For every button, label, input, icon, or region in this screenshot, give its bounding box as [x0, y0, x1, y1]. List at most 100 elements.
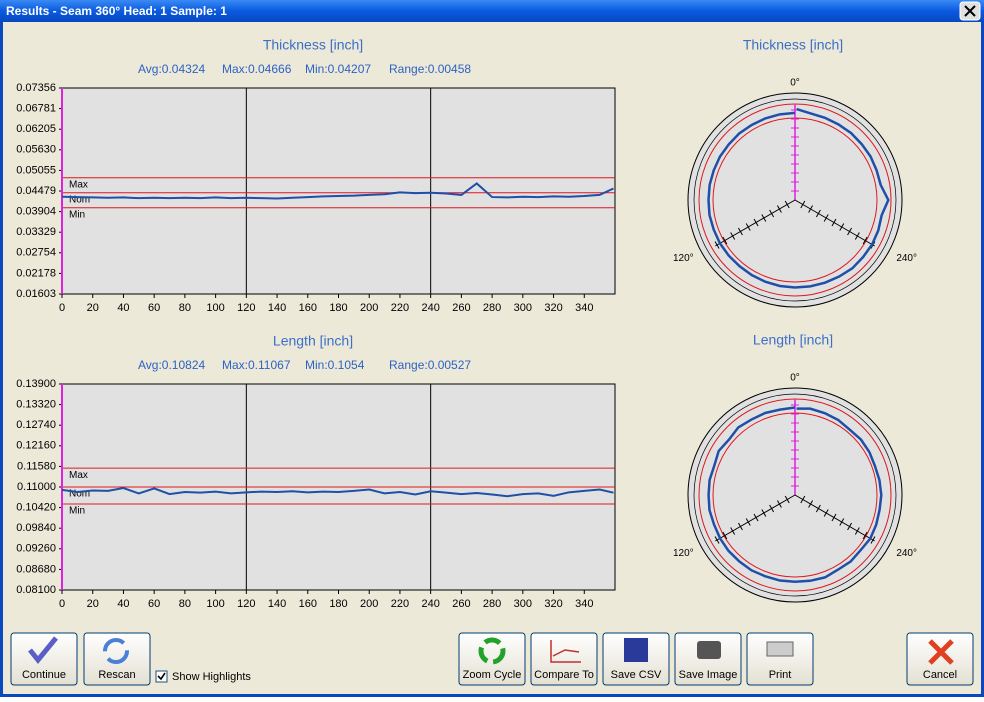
x-tick-label: 220 [391, 598, 409, 610]
y-tick-label: 0.07356 [16, 82, 56, 94]
limit-label: Min [69, 209, 85, 220]
title-bar [0, 0, 984, 22]
x-tick-label: 320 [544, 302, 562, 314]
x-tick-label: 140 [268, 598, 286, 610]
limit-label: Max [69, 179, 88, 190]
polar-spoke [715, 494, 796, 542]
button-face [83, 632, 151, 686]
spoke-tick [800, 495, 806, 504]
icon [624, 638, 648, 662]
data-line [61, 182, 614, 200]
icon [697, 641, 721, 659]
stat-label: Max:0.04666 [222, 62, 292, 76]
angle-label: 120° [673, 548, 694, 559]
button-label: Print [769, 669, 792, 681]
angle-label: 0° [790, 373, 800, 384]
spoke-tick [831, 513, 837, 522]
x-tick-label: 20 [87, 302, 99, 314]
x-tick-label: 40 [117, 598, 129, 610]
x-tick-label: 280 [483, 302, 501, 314]
y-tick-label: 0.13320 [16, 399, 56, 411]
chart-title: Length [inch] [753, 332, 833, 348]
button[interactable]: Rescan [83, 632, 151, 686]
x-tick-label: 320 [544, 598, 562, 610]
chart-title: Length [inch] [273, 333, 353, 349]
spoke-tick [800, 200, 806, 209]
y-tick-label: 0.08100 [16, 584, 56, 596]
x-tick-label: 300 [514, 302, 532, 314]
spoke-tick [769, 209, 775, 218]
button[interactable]: Continue [10, 632, 78, 686]
y-tick-label: 0.01603 [16, 288, 56, 300]
spoke-tick [831, 218, 837, 227]
polar-ring [693, 98, 897, 302]
button[interactable]: Save Image [674, 632, 742, 686]
spoke-tick [847, 522, 852, 531]
spoke-tick [745, 518, 751, 526]
stat-label: Avg:0.04324 [138, 62, 205, 76]
spoke-tick [722, 236, 728, 245]
polar-spoke [794, 199, 875, 247]
button[interactable]: Cancel [906, 632, 974, 686]
button-label: Save CSV [611, 669, 662, 681]
x-tick-label: 40 [117, 302, 129, 314]
button-face [906, 632, 974, 686]
y-tick-label: 0.06781 [16, 102, 56, 114]
angle-label: 0° [790, 78, 800, 89]
angle-label: 240° [896, 253, 917, 264]
x-tick-label: 80 [179, 302, 191, 314]
spoke-tick [847, 227, 852, 236]
y-tick-label: 0.02178 [16, 267, 56, 279]
y-tick-label: 0.12740 [16, 419, 56, 431]
y-tick-label: 0.03329 [16, 226, 56, 238]
x-tick-label: 200 [360, 302, 378, 314]
spoke-tick [714, 241, 720, 249]
button-label: Zoom Cycle [463, 669, 522, 681]
button[interactable]: Zoom Cycle [458, 632, 526, 686]
y-tick-label: 0.05630 [16, 144, 56, 156]
y-tick-label: 0.12160 [16, 440, 56, 452]
x-tick-label: 260 [452, 302, 470, 314]
spoke-tick [761, 214, 767, 222]
x-tick-label: 120 [237, 302, 255, 314]
checkbox-label: Show Highlights [172, 671, 251, 683]
spoke-tick [839, 518, 845, 526]
y-tick-label: 0.05055 [16, 164, 56, 176]
spoke-tick [808, 500, 814, 508]
close-button[interactable] [959, 1, 981, 21]
x-tick-label: 0 [59, 302, 65, 314]
spoke-tick [738, 522, 743, 531]
spoke-tick [784, 200, 790, 209]
button[interactable]: Print [746, 632, 814, 686]
button-face [530, 632, 598, 686]
stat-label: Min:0.04207 [305, 62, 371, 76]
button-face [458, 632, 526, 686]
button-label: Continue [22, 669, 66, 681]
spoke-tick [870, 536, 876, 544]
checkbox-check [157, 672, 166, 681]
button[interactable]: Compare To [530, 632, 598, 686]
x-tick-label: 100 [206, 598, 224, 610]
checkbox[interactable]: Show Highlights [155, 670, 251, 683]
button-label: Rescan [98, 669, 135, 681]
y-tick-label: 0.09840 [16, 522, 56, 534]
x-tick-label: 60 [148, 302, 160, 314]
spoke-tick [815, 209, 821, 218]
icon [550, 640, 581, 663]
x-tick-label: 120 [237, 598, 255, 610]
chart-title: Thickness [inch] [263, 37, 363, 53]
angle-label: 120° [673, 253, 694, 264]
x-tick-label: 280 [483, 598, 501, 610]
polar-ring [693, 393, 897, 597]
spoke-tick [730, 527, 736, 535]
stat-label: Max:0.11067 [222, 358, 291, 372]
spoke-tick [745, 223, 751, 231]
spoke-tick [753, 513, 759, 522]
button[interactable]: Save CSV [602, 632, 670, 686]
stat-label: Range:0.00527 [389, 358, 471, 372]
checkbox-box [155, 670, 168, 683]
polar-spoke [794, 494, 875, 542]
icon [478, 637, 506, 665]
